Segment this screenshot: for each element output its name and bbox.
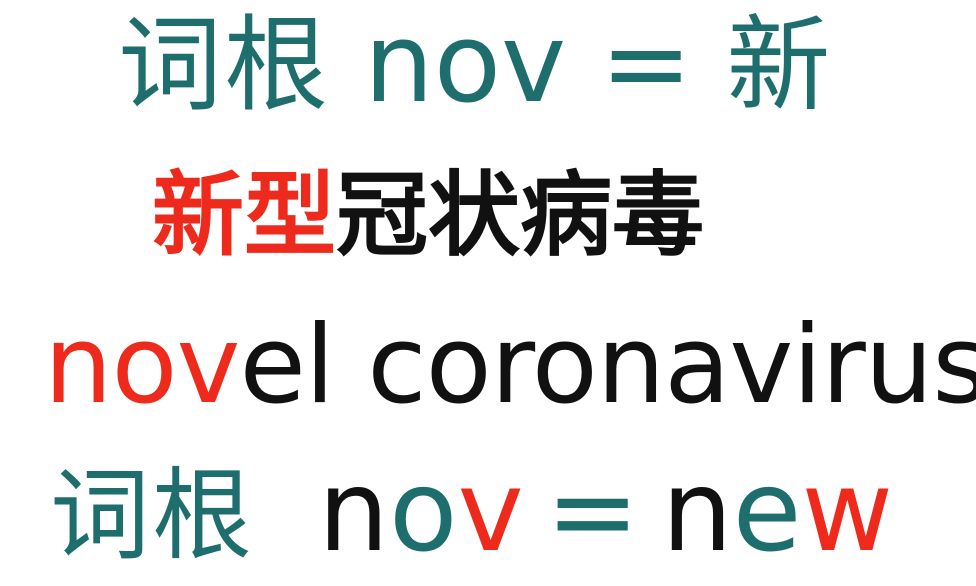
root-letter-v: v xyxy=(457,447,524,577)
english-term-line: novel coronavirus xyxy=(44,312,976,420)
root-letter-n: n xyxy=(318,447,389,577)
english-highlight: nov xyxy=(44,303,240,428)
chinese-highlight: 新型 xyxy=(152,162,337,269)
equals-sign-2: = xyxy=(545,447,640,577)
root-label-2: 词根 xyxy=(50,457,254,574)
new-letter-w: w xyxy=(801,447,894,577)
chinese-term-line: 新型冠状病毒 xyxy=(152,170,704,262)
new-letter-n: n xyxy=(661,447,733,577)
root-meaning-cn: 新 xyxy=(726,4,833,126)
chinese-rest: 冠状病毒 xyxy=(336,162,705,269)
root-letter-o: o xyxy=(388,447,458,577)
equals-sign: = xyxy=(600,0,693,127)
root-label: 词根 xyxy=(118,4,331,126)
root-word: nov xyxy=(364,0,567,127)
new-letter-e: e xyxy=(732,447,802,577)
title-line-root-definition: 词根 nov = 新 xyxy=(118,8,832,118)
english-rest: el coronavirus xyxy=(239,303,976,428)
root-equals-new-line: 词根 nov = new xyxy=(50,456,893,568)
